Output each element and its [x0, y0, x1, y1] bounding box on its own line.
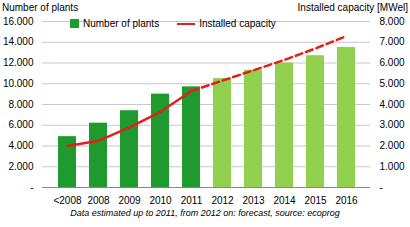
svg-text:3.000: 3.000	[380, 119, 405, 130]
svg-text:6.000: 6.000	[8, 119, 33, 130]
svg-text:-: -	[30, 182, 33, 193]
svg-text:2011: 2011	[181, 195, 203, 206]
svg-text:2014: 2014	[273, 195, 296, 206]
html-text:Data estimated up to 2011, fro: Data estimated up to 2011, from 2012 on:…	[70, 208, 340, 218]
svg-text:1.000: 1.000	[380, 161, 405, 172]
svg-text:2016: 2016	[335, 195, 358, 206]
html-text:Installed capacity: Installed capacity	[199, 18, 276, 29]
svg-text:10.000: 10.000	[3, 78, 34, 89]
svg-text:2010: 2010	[149, 195, 172, 206]
svg-text:5.000: 5.000	[380, 78, 405, 89]
svg-text:6.000: 6.000	[380, 57, 405, 68]
svg-text:8.000: 8.000	[380, 16, 405, 27]
svg-text:7.000: 7.000	[380, 36, 405, 47]
html-text:Installed capacity [MWel]: Installed capacity [MWel]	[297, 2, 408, 13]
svg-text:2.000: 2.000	[8, 161, 33, 172]
svg-text:2012: 2012	[211, 195, 234, 206]
svg-text:2.000: 2.000	[380, 140, 405, 151]
svg-text:-: -	[380, 182, 383, 193]
svg-text:4.000: 4.000	[8, 140, 33, 151]
svg-text:2015: 2015	[304, 195, 327, 206]
svg-text:2009: 2009	[118, 195, 141, 206]
svg-text:2013: 2013	[242, 195, 265, 206]
svg-text:14.000: 14.000	[3, 36, 34, 47]
svg-text:<2008: <2008	[53, 195, 82, 206]
svg-text:12.000: 12.000	[3, 57, 34, 68]
html-text:Number of plants: Number of plants	[2, 2, 79, 13]
svg-text:16.000: 16.000	[3, 16, 34, 27]
html-text:Number of plants: Number of plants	[83, 18, 160, 29]
svg-text:8.000: 8.000	[8, 99, 33, 110]
svg-text:4.000: 4.000	[380, 99, 405, 110]
svg-text:2008: 2008	[87, 195, 110, 206]
